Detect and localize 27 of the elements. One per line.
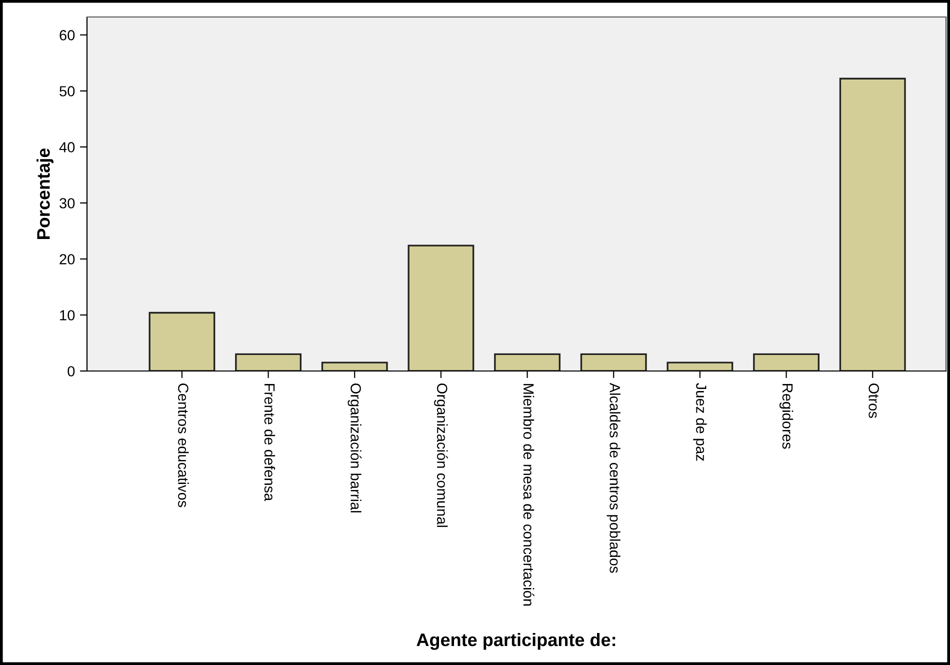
x-axis-title: Agente participante de: xyxy=(416,632,616,650)
y-tick-label: 0 xyxy=(68,366,75,376)
bar xyxy=(494,353,560,371)
x-tick-label: Organización barrial xyxy=(348,383,362,512)
bar xyxy=(753,353,820,371)
y-tick-label: 60 xyxy=(60,30,75,40)
y-axis-title: Porcentaje xyxy=(36,148,54,239)
y-tick-label: 10 xyxy=(60,310,75,320)
x-tick-label: Regidores xyxy=(779,384,794,449)
x-tick-label: Otros xyxy=(868,383,880,418)
bar xyxy=(839,78,906,371)
x-tick-label: Miembro de mesa de concertación xyxy=(523,384,534,606)
y-tick-label: 50 xyxy=(60,86,75,96)
y-tick-label: 30 xyxy=(60,198,75,208)
x-tick-label: Alcaldes de centros poblados xyxy=(606,382,620,573)
x-tick-label: Juez de paz xyxy=(693,383,707,461)
x-tick-label: Centros educativos xyxy=(178,384,189,508)
x-tick-label: Frente de defensa xyxy=(264,384,276,502)
bar xyxy=(148,312,216,371)
y-tick-label: 20 xyxy=(60,254,75,264)
y-tick-label: 40 xyxy=(59,142,75,152)
bar xyxy=(321,362,388,371)
x-tick-label: Organización comunal xyxy=(434,383,448,527)
bar xyxy=(580,353,647,371)
bar xyxy=(408,244,474,371)
bar xyxy=(235,353,302,371)
bar xyxy=(666,362,734,371)
